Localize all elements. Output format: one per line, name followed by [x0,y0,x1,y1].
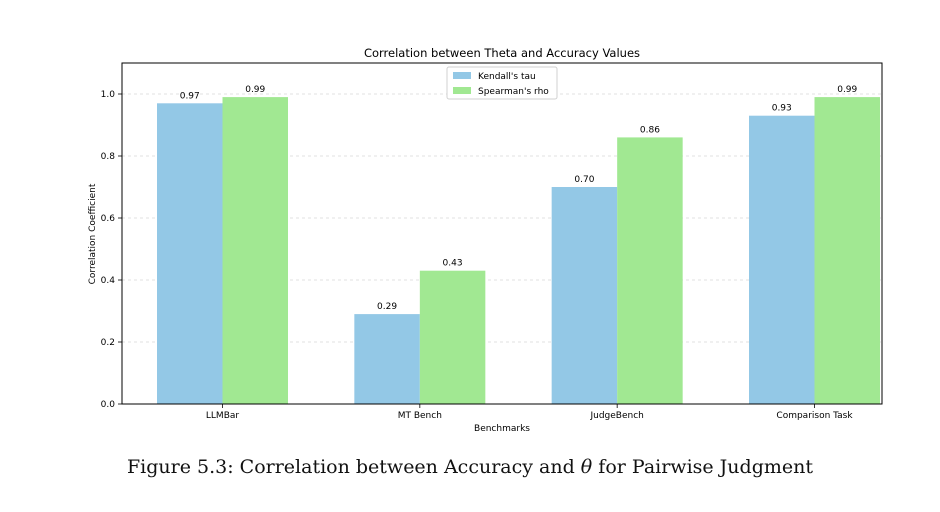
legend-swatch-spearman [453,87,471,94]
bar-value-label: 0.93 [772,104,792,114]
bar-kendall [354,314,420,404]
legend-label-spearman: Spearman's rho [478,87,549,97]
bar-kendall [157,103,223,405]
legend-box [446,66,558,100]
bar-value-label: 0.43 [443,259,463,269]
bar-value-label: 0.99 [837,85,857,95]
bar-value-label: 0.29 [377,302,397,312]
bar-spearman [814,97,880,404]
figure-caption: Figure 5.3: Correlation between Accuracy… [0,456,940,478]
bar-value-label: 0.97 [180,91,200,101]
x-tick-label: Comparison Task [776,411,853,421]
bar-spearman [617,137,683,404]
legend-label-kendall: Kendall's tau [478,72,536,82]
bar-value-label: 0.86 [640,125,660,135]
y-tick-label: 0.2 [101,338,115,348]
caption-prefix: Figure 5.3: Correlation between Accuracy… [126,456,575,478]
y-tick-label: 0.8 [101,152,116,162]
y-tick-label: 0.6 [101,214,116,224]
bar-value-label: 0.70 [574,175,594,185]
bar-kendall [749,115,815,404]
x-axis-label: Benchmarks [474,424,530,434]
bar-kendall [551,187,618,404]
legend: Kendall's tau Spearman's rho [446,66,558,100]
y-tick-label: 0.4 [101,276,116,286]
x-tick-label: MT Bench [398,411,442,421]
bar-spearman [222,97,288,404]
bar-spearman [419,270,486,404]
chart-title: Correlation between Theta and Accuracy V… [364,46,640,60]
y-axis-label: Correlation Coefficient [88,183,98,284]
correlation-bar-chart: Correlation between Theta and Accuracy V… [88,46,883,434]
caption-theta-symbol: θ [580,456,593,478]
plot-frame [121,62,883,405]
y-tick-label: 0.0 [101,400,116,410]
x-tick-label: JudgeBench [589,411,643,421]
x-tick-label: LLMBar [206,411,239,421]
bar-value-label: 0.99 [245,85,265,95]
y-tick-label: 1.0 [101,90,116,100]
caption-suffix: for Pairwise Judgment [598,456,813,478]
legend-swatch-kendall [453,72,471,79]
